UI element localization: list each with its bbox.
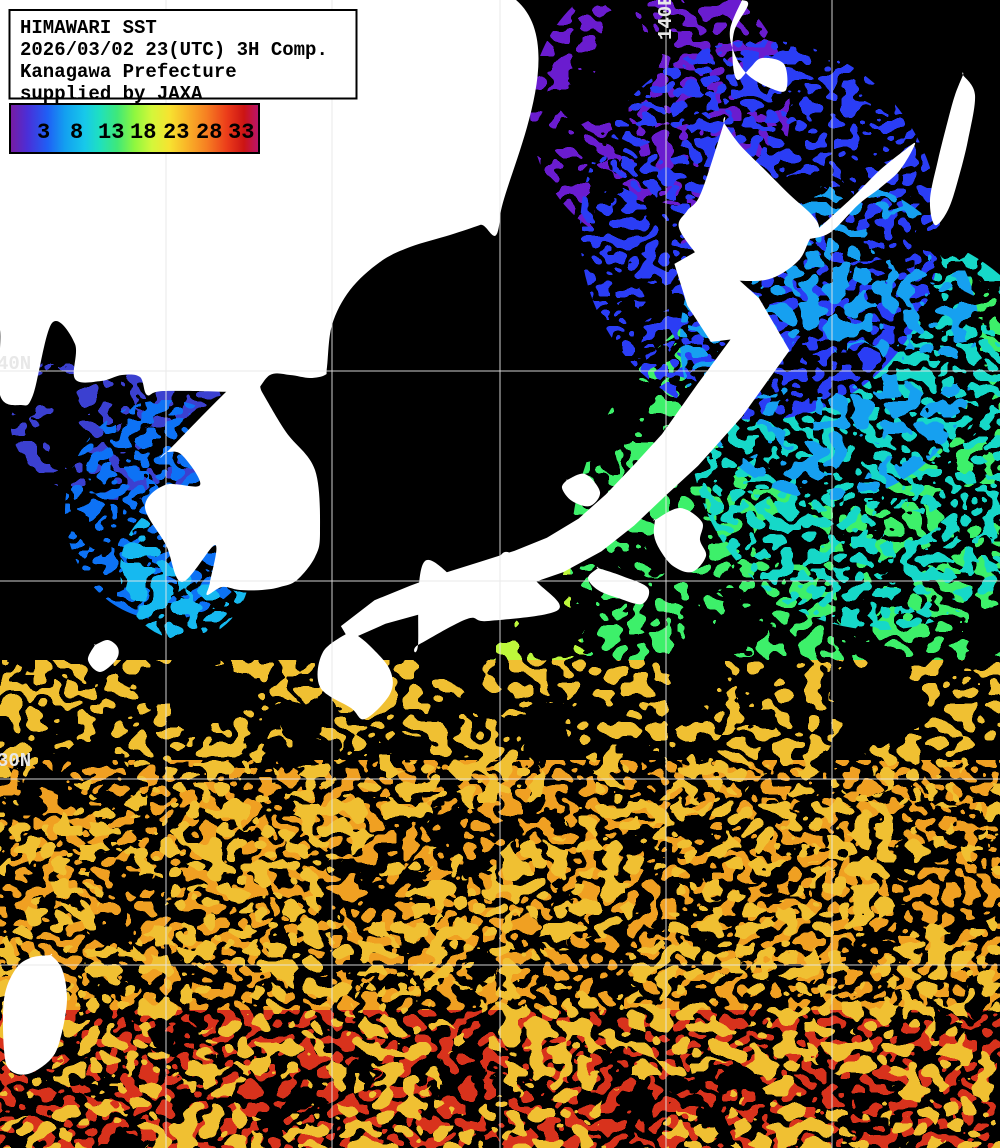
svg-text:18: 18 [130,120,156,145]
svg-text:28: 28 [196,120,222,145]
svg-text:HIMAWARI SST: HIMAWARI SST [20,17,157,39]
svg-text:13: 13 [98,120,124,145]
svg-text:supplied by JAXA: supplied by JAXA [20,83,203,105]
svg-text:23: 23 [163,120,189,145]
svg-text:33: 33 [228,120,254,145]
svg-text:40N: 40N [0,353,31,375]
svg-text:8: 8 [70,120,83,145]
svg-text:2026/03/02 23(UTC) 3H Comp.: 2026/03/02 23(UTC) 3H Comp. [20,39,328,61]
svg-text:Kanagawa Prefecture: Kanagawa Prefecture [20,61,237,83]
svg-text:3: 3 [37,120,50,145]
svg-text:140E: 140E [655,0,677,40]
svg-text:30N: 30N [0,750,31,772]
